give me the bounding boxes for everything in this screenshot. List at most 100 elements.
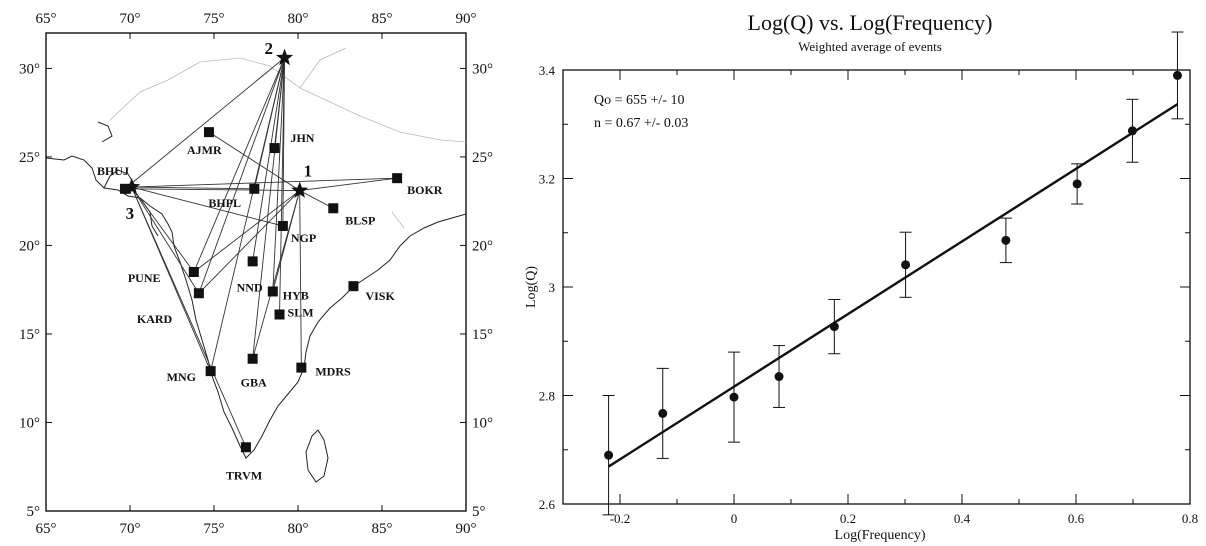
event-label: 2 <box>265 39 274 58</box>
map-frame <box>45 32 467 512</box>
map-y-tick-label-left: 5° <box>27 504 41 520</box>
station-label: MDRS <box>315 365 351 379</box>
event-label: 1 <box>304 162 313 181</box>
map-x-tick-label-bottom: 65° <box>36 521 57 537</box>
map-y-tick-label-left: 20° <box>19 238 40 254</box>
ray-path <box>124 57 285 190</box>
station-label: HYB <box>283 288 309 302</box>
map-y-tick-label-right: 10° <box>472 415 493 431</box>
map-y-tick-label-left: 10° <box>19 415 40 431</box>
ray-path <box>131 186 200 294</box>
station-marker <box>328 203 339 214</box>
map-y-tick-label-left: 30° <box>19 61 40 77</box>
plot-x-tick-label: 0.2 <box>840 511 856 526</box>
plot-x-tick-label: 0.8 <box>1182 511 1198 526</box>
station-marker <box>277 220 288 231</box>
ray-path <box>252 57 286 359</box>
ray-path <box>279 57 286 315</box>
ray-path <box>131 186 195 273</box>
station-marker <box>193 288 204 299</box>
ray-path <box>124 188 300 192</box>
plot-x-tick-label: 0.6 <box>1068 511 1085 526</box>
station-label: BLSP <box>345 213 375 227</box>
ray-path <box>131 186 247 448</box>
map-x-tick-label-top: 90° <box>456 11 477 27</box>
plot-y-tick-label: 2.8 <box>539 389 555 404</box>
station-label: GBA <box>241 376 267 390</box>
station-label: NGP <box>291 231 316 245</box>
plot-y-tick-label: 2.6 <box>539 497 556 512</box>
station-marker <box>392 173 403 184</box>
plot-x-tick-label: 0 <box>731 511 738 526</box>
station-marker <box>188 267 199 277</box>
data-point <box>1127 126 1137 136</box>
station-label: TRVM <box>226 468 262 482</box>
ray-path <box>193 57 285 273</box>
station-label: NND <box>237 280 263 294</box>
map-y-tick-label-left: 15° <box>19 327 40 343</box>
plot-y-tick-label: 3.2 <box>539 172 555 187</box>
map-x-tick-label-top: 65° <box>36 11 57 27</box>
map-x-tick-label-top: 80° <box>288 11 309 27</box>
station-label: SLM <box>288 305 314 319</box>
station-label: PUNE <box>128 271 161 285</box>
annotation-n: n = 0.67 +/- 0.03 <box>594 116 688 131</box>
event-label: 3 <box>126 204 134 223</box>
data-point <box>1072 179 1082 189</box>
map-x-tick-label-top: 75° <box>204 11 225 27</box>
plot-x-tick-label: -0.2 <box>610 511 631 526</box>
station-marker <box>119 183 130 194</box>
logq-plot: Log(Q) vs. Log(Frequency) Weighted avera… <box>524 10 1198 543</box>
data-point <box>1001 235 1011 245</box>
ray-path <box>210 57 285 372</box>
data-point <box>604 450 614 460</box>
map-y-tick-label-right: 20° <box>472 238 493 254</box>
plot-y-tick-label: 3 <box>549 280 556 295</box>
ray-path <box>208 131 300 191</box>
map-x-tick-label-top: 85° <box>372 11 393 27</box>
coastline-north <box>97 121 113 143</box>
ray-path <box>299 190 302 368</box>
ray-path <box>272 57 286 292</box>
station-map: 65°65°70°70°75°75°80°80°85°85°90°90°5° 5°… <box>19 11 493 537</box>
ray-path <box>131 186 283 227</box>
data-point <box>774 372 784 382</box>
plot-y-tick-label: 3.4 <box>539 63 556 78</box>
station-label: BHPL <box>208 196 241 210</box>
event-star <box>291 181 309 198</box>
plot-frame <box>562 69 1191 505</box>
station-marker <box>249 183 260 194</box>
station-label: BHUJ <box>97 164 129 178</box>
map-x-tick-label-bottom: 80° <box>288 521 309 537</box>
map-x-tick-label-bottom: 85° <box>372 521 393 537</box>
coastline <box>45 155 467 459</box>
map-x-tick-label-top: 70° <box>120 11 141 27</box>
map-x-tick-label-bottom: 75° <box>204 521 225 537</box>
station-marker <box>274 309 285 320</box>
ray-path <box>131 186 255 190</box>
event-star <box>123 178 141 195</box>
data-point <box>829 322 839 332</box>
station-marker <box>269 143 280 154</box>
data-point <box>658 408 668 418</box>
map-y-tick-label-right: 15° <box>472 327 493 343</box>
x-axis-label: Log(Frequency) <box>835 528 926 543</box>
station-label: BOKR <box>407 183 443 197</box>
station-marker <box>247 256 258 267</box>
map-y-tick-label-right: 5° <box>472 504 486 520</box>
map-y-tick-label-right: 25° <box>472 150 493 166</box>
station-label: MNG <box>167 370 196 384</box>
station-label: JHN <box>290 131 314 145</box>
coastline-gujarat <box>103 169 159 237</box>
station-marker <box>267 286 278 297</box>
station-label: VISK <box>365 289 395 303</box>
annotation-qo: Qo = 655 +/- 10 <box>594 93 684 108</box>
station-marker <box>205 366 216 377</box>
map-y-tick-label-left: 25° <box>19 150 40 166</box>
fit-line <box>607 103 1179 468</box>
y-axis-label: Log(Q) <box>524 266 539 308</box>
ray-path <box>198 57 285 294</box>
ray-path <box>252 57 286 262</box>
station-marker <box>240 442 251 453</box>
